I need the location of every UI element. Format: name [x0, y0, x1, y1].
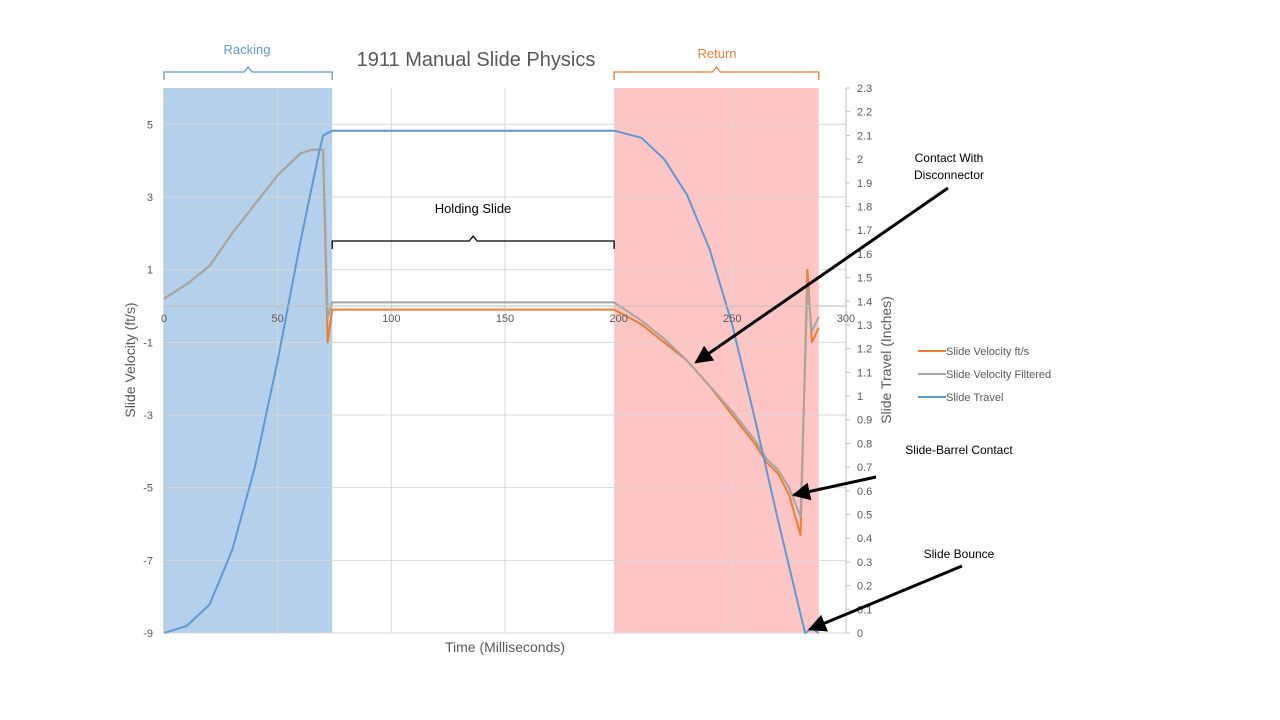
annotations: Contact With Disconnector Slide-Barrel Con… — [694, 151, 1013, 632]
y-tick-label: -5 — [143, 483, 153, 495]
y2-tick-label: 1.8 — [857, 201, 872, 213]
y-tick-label: -9 — [143, 628, 153, 640]
legend: Slide Velocity ft/s Slide Velocity Filter… — [918, 346, 1051, 404]
y2-tick-label: 1.6 — [857, 249, 872, 261]
y-axis-label: Slide Velocity (ft/s) — [122, 302, 138, 417]
annotation-text: Contact With — [915, 151, 984, 165]
region-braces — [163, 66, 820, 249]
series-line-2 — [163, 129, 820, 634]
brace-racking — [163, 66, 333, 80]
x-tick-label: 300 — [837, 313, 855, 325]
y2-tick-label: 0.2 — [857, 581, 872, 593]
y-tick-label: -7 — [143, 555, 153, 567]
legend-label: Slide Travel — [946, 392, 1003, 404]
brace-holding-slide — [331, 235, 615, 249]
series-lines — [163, 129, 820, 634]
x-tick-label: 0 — [161, 313, 167, 325]
y2-tick-label: 0.3 — [857, 557, 872, 569]
annotation-text: Slide-Barrel Contact — [905, 443, 1013, 457]
legend-label: Slide Velocity Filtered — [946, 369, 1051, 381]
y-tick-label: 3 — [147, 192, 153, 204]
annotation-arrow — [694, 186, 949, 364]
gridlines — [163, 88, 847, 634]
y2-tick-label: 1.5 — [857, 273, 872, 285]
y2-tick-label: 1 — [857, 391, 863, 403]
region-label-racking: Racking — [224, 42, 271, 57]
y2-tick-label: 0.6 — [857, 486, 872, 498]
brace-label-holding-slide: Holding Slide — [435, 201, 512, 216]
y2-tick-label: 1.7 — [857, 225, 872, 237]
annotation-text: Slide Bounce — [924, 547, 995, 561]
y2-tick-label: 0.4 — [857, 533, 872, 545]
y2-tick-label: 2.1 — [857, 130, 872, 142]
y2-tick-label: 2.3 — [857, 83, 872, 95]
y2-tick-label: 2.2 — [857, 107, 872, 119]
y2-tick-label: 1.9 — [857, 178, 872, 190]
x-tick-label: 250 — [723, 313, 741, 325]
legend-label: Slide Velocity ft/s — [946, 346, 1030, 358]
y-tick-label: 1 — [147, 265, 153, 277]
y2-tick-label: 1.4 — [857, 296, 872, 308]
y2-tick-label: 1.3 — [857, 320, 872, 332]
x-tick-label: 50 — [272, 313, 284, 325]
x-tick-label: 200 — [609, 313, 627, 325]
y2-tick-label: 0.5 — [857, 510, 872, 522]
region-racking — [164, 88, 333, 633]
annotation-text: Disconnector — [914, 168, 984, 182]
y2-tick-label: 1.2 — [857, 344, 872, 356]
annotation-arrow — [807, 564, 963, 632]
y-tick-label: 5 — [147, 119, 153, 131]
annotation-arrow — [791, 475, 877, 501]
x-tick-label: 150 — [496, 313, 514, 325]
y2-tick-label: 2 — [857, 154, 863, 166]
y-tick-label: -1 — [143, 337, 153, 349]
series-line-1 — [163, 148, 820, 518]
shaded-regions — [164, 88, 819, 633]
axes: 0 50 100 150 200 250 300-9-7-5-3-113500.10.20.… — [143, 83, 872, 640]
y-tick-label: -3 — [143, 410, 153, 422]
y2-tick-label: 0.9 — [857, 415, 872, 427]
y2-tick-label: 0.8 — [857, 438, 872, 450]
chart-title: 1911 Manual Slide Physics — [357, 49, 596, 71]
brace-return — [613, 66, 820, 80]
region-return — [614, 88, 819, 633]
y2-axis-label: Slide Travel (Inches) — [878, 296, 894, 424]
x-tick-label: 100 — [382, 313, 400, 325]
y2-tick-label: 1.1 — [857, 367, 872, 379]
y2-tick-label: 0 — [857, 628, 863, 640]
region-label-return: Return — [697, 46, 736, 61]
y2-tick-label: 0.7 — [857, 462, 872, 474]
x-axis-label: Time (Milliseconds) — [445, 639, 565, 655]
